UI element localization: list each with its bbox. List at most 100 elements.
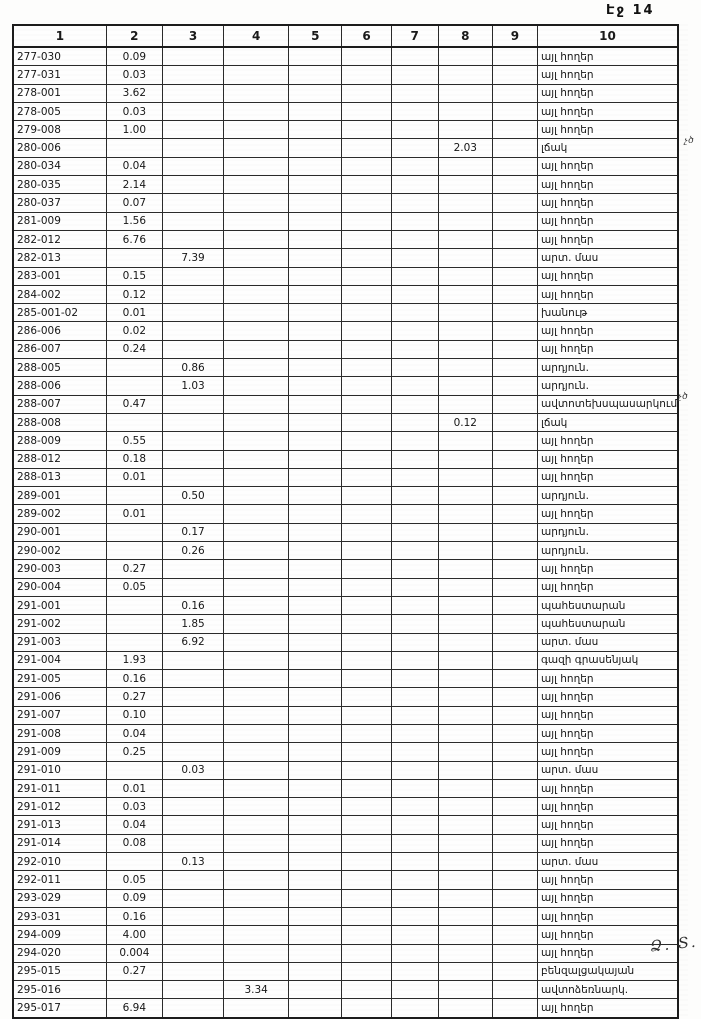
- cell-col-3: [161, 723, 225, 744]
- cell-col-1: 280-034: [12, 156, 107, 177]
- cell-col-1: 281-009: [12, 211, 107, 231]
- cell-col-8: [437, 46, 493, 67]
- cell-col-8: [437, 669, 493, 689]
- table-row: 286-007 0.24 այլ հողեր: [12, 339, 679, 360]
- cell-col-5: [288, 229, 343, 250]
- cell-col-10: պահեստարան: [537, 614, 679, 634]
- cell-col-2: 0.24: [105, 339, 163, 360]
- cell-col-6: [341, 833, 392, 854]
- cell-col-2: 0.27: [105, 961, 163, 982]
- cell-col-10: այլ հողեր: [537, 742, 679, 762]
- cell-col-8: [437, 797, 493, 817]
- cell-col-8: [437, 687, 493, 707]
- cell-col-10: այլ հողեր: [537, 998, 679, 1019]
- cell-col-2: [105, 376, 163, 396]
- cell-col-1: 277-030: [12, 46, 107, 67]
- cell-col-9: [491, 998, 539, 1019]
- cell-col-3: [161, 394, 225, 414]
- cell-col-4: [223, 870, 290, 890]
- cell-col-5: [288, 980, 343, 1000]
- cell-col-5: [288, 156, 343, 177]
- cell-col-6: [341, 669, 392, 689]
- cell-col-7: [390, 248, 439, 268]
- cell-col-10: այլ հողեր: [537, 705, 679, 725]
- cell-col-2: 0.03: [105, 797, 163, 817]
- cell-col-2: [105, 614, 163, 634]
- handwritten-mark-top: չծ: [684, 136, 695, 146]
- cell-col-9: [491, 852, 539, 872]
- cell-col-3: [161, 577, 225, 597]
- cell-col-6: [341, 906, 392, 927]
- cell-col-3: [161, 120, 225, 140]
- cell-col-10: այլ հողեր: [537, 577, 679, 597]
- cell-col-7: [390, 760, 439, 780]
- cell-col-10: այլ հողեր: [537, 339, 679, 360]
- cell-col-4: [223, 815, 290, 835]
- cell-col-4: [223, 906, 290, 927]
- cell-col-9: [491, 229, 539, 250]
- cell-col-8: [437, 559, 493, 579]
- cell-col-2: 6.94: [105, 998, 163, 1019]
- table-row: 291-014 0.08 այլ հողեր: [12, 833, 679, 854]
- cell-col-7: [390, 303, 439, 323]
- table-row: 291-010 0.03 արտ. մաս: [12, 760, 679, 780]
- cell-col-1: 280-035: [12, 175, 107, 195]
- cell-col-1: 294-009: [12, 925, 107, 945]
- cell-col-7: [390, 632, 439, 652]
- cell-col-2: 0.47: [105, 394, 163, 414]
- cell-col-10: արտ. մաս: [537, 760, 679, 780]
- cell-col-9: [491, 504, 539, 524]
- cell-col-1: 291-011: [12, 778, 107, 799]
- cell-col-9: [491, 559, 539, 579]
- cell-col-9: [491, 175, 539, 195]
- cell-col-5: [288, 797, 343, 817]
- cell-col-10: ավտոտեխսպասարկում: [537, 394, 679, 414]
- cell-col-10: այլ հողեր: [537, 467, 679, 488]
- cell-col-9: [491, 65, 539, 85]
- cell-col-9: [491, 815, 539, 835]
- table-row: 285-001-02 0.01 խանութ: [12, 303, 679, 323]
- cell-col-4: [223, 723, 290, 744]
- cell-col-6: [341, 339, 392, 360]
- cell-col-5: [288, 303, 343, 323]
- cell-col-3: [161, 778, 225, 799]
- cell-col-5: [288, 815, 343, 835]
- table-row: 282-013 7.39 արտ. մաս: [12, 248, 679, 268]
- cell-col-3: 6.92: [161, 632, 225, 652]
- table-row: 284-002 0.12 այլ հողեր: [12, 284, 679, 305]
- cell-col-7: [390, 888, 439, 908]
- table-row: 291-003 6.92 արտ. մաս: [12, 632, 679, 652]
- cell-col-2: 0.05: [105, 870, 163, 890]
- table-row: 280-037 0.07 այլ հողեր: [12, 193, 679, 213]
- table-row: 291-001 0.16 պահեստարան: [12, 595, 679, 616]
- cell-col-3: [161, 998, 225, 1019]
- cell-col-10: այլ հողեր: [537, 687, 679, 707]
- cell-col-6: [341, 229, 392, 250]
- cell-col-10: գազի գրասենյակ: [537, 650, 679, 671]
- cell-col-10: արդյուն.: [537, 522, 679, 543]
- table-row: 291-011 0.01 այլ հողեր: [12, 778, 679, 799]
- cell-col-7: [390, 46, 439, 67]
- cell-col-7: [390, 504, 439, 524]
- cell-col-10: այլ հողեր: [537, 815, 679, 835]
- table-row: 291-002 1.85 պահեստարան: [12, 614, 679, 634]
- cell-col-4: [223, 211, 290, 231]
- cell-col-3: 0.16: [161, 595, 225, 616]
- cell-col-3: [161, 687, 225, 707]
- cell-col-8: [437, 101, 493, 122]
- cell-col-6: [341, 797, 392, 817]
- cell-col-7: [390, 412, 439, 433]
- cell-col-8: [437, 175, 493, 195]
- cell-col-4: [223, 449, 290, 469]
- cell-col-2: 2.14: [105, 175, 163, 195]
- cell-col-7: [390, 669, 439, 689]
- cell-col-9: [491, 284, 539, 305]
- cell-col-2: 0.09: [105, 46, 163, 67]
- cell-col-5: [288, 321, 343, 341]
- cell-col-3: [161, 467, 225, 488]
- cell-col-9: [491, 614, 539, 634]
- cell-col-1: 290-004: [12, 577, 107, 597]
- cell-col-1: 290-002: [12, 541, 107, 561]
- cell-col-7: [390, 156, 439, 177]
- cell-col-7: [390, 998, 439, 1019]
